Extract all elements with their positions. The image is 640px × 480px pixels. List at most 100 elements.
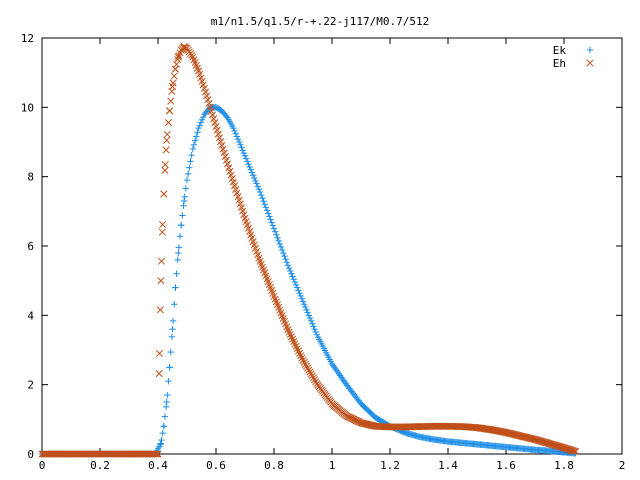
axis-ticks: 0 0.2 0.4 0.6 0.8 1 1.2 1.4 1.6 1.8 2 0 2 4 6 8 10 12 [21,32,626,472]
data-point [238,144,245,151]
data-point [312,328,319,336]
data-point [305,312,312,319]
data-point [161,160,169,169]
data-point [234,136,242,143]
data-point [258,191,265,199]
data-point [170,72,178,80]
data-point [300,358,308,366]
data-point [158,436,165,444]
data-point [298,295,306,302]
data-point [306,314,314,322]
y-tick-label: 0 [27,448,34,461]
series-Eh [38,43,580,458]
data-point [276,240,283,248]
data-point [299,298,307,305]
data-point [289,335,297,343]
data-point [233,133,241,140]
data-point [273,231,280,238]
data-point [164,391,171,399]
data-point [309,374,317,382]
data-point [267,216,274,223]
data-point [303,306,310,313]
data-point [190,141,198,148]
data-point [253,180,260,187]
data-point [285,328,293,336]
data-point [280,249,287,257]
data-point [155,349,164,358]
data-point [247,166,254,173]
data-point [194,129,201,136]
data-point [171,65,179,73]
data-point [309,320,316,327]
data-point [301,360,309,368]
data-point [270,225,278,232]
data-point [175,249,182,257]
chart-title: m1/n1.5/q1.5/r-+.22-j117/M0.7/512 [211,15,430,28]
data-point [299,356,307,364]
data-point [153,450,161,458]
legend-marker [586,59,594,67]
x-tick-label: 1.8 [554,459,574,472]
data-point [191,137,199,144]
data-point [157,441,164,448]
data-point [263,207,271,214]
x-tick-label: 1.2 [380,459,400,472]
data-point [176,233,184,240]
data-point [295,349,304,357]
data-point [167,97,175,105]
data-point [157,440,165,447]
data-point [569,447,577,455]
data-point [189,145,196,153]
data-point [180,202,187,209]
data-point [164,119,172,127]
data-point [160,423,167,430]
data-point [156,306,164,314]
data-point [274,234,281,242]
data-point [231,127,238,135]
legend-marker [586,46,594,54]
data-point [162,146,170,154]
data-point [287,267,294,275]
data-point [161,166,169,174]
data-point [310,323,317,330]
legend-label: Ek [553,44,567,57]
data-point [251,174,258,182]
data-point [572,448,580,456]
data-point [292,281,300,289]
data-point [281,252,288,260]
data-point [288,270,295,277]
plot-border [41,37,623,455]
y-tick-label: 4 [27,309,34,322]
data-point [157,257,166,265]
data-point [308,372,316,380]
data-point [160,190,168,198]
y-tick-label: 8 [27,171,34,184]
data-point [155,370,163,378]
data-point [158,228,166,236]
data-point [294,347,302,355]
data-point [305,366,313,374]
data-point [252,177,259,185]
data-point [268,219,275,226]
data-point [180,43,188,51]
data-point [246,163,253,171]
data-point [195,124,202,132]
data-point [260,198,267,205]
data-point [254,183,261,190]
data-point [242,155,250,162]
data-point [244,158,251,165]
data-point [230,124,237,132]
data-point [166,107,174,115]
data-point [297,292,304,300]
series-Ek [38,104,579,458]
data-point [290,276,297,283]
data-point [284,262,292,269]
data-point [312,378,320,386]
data-point [294,284,301,291]
data-point [161,413,169,420]
data-point [241,152,249,160]
y-tick-label: 2 [27,379,34,392]
data-point [291,278,299,286]
data-point [169,326,176,333]
